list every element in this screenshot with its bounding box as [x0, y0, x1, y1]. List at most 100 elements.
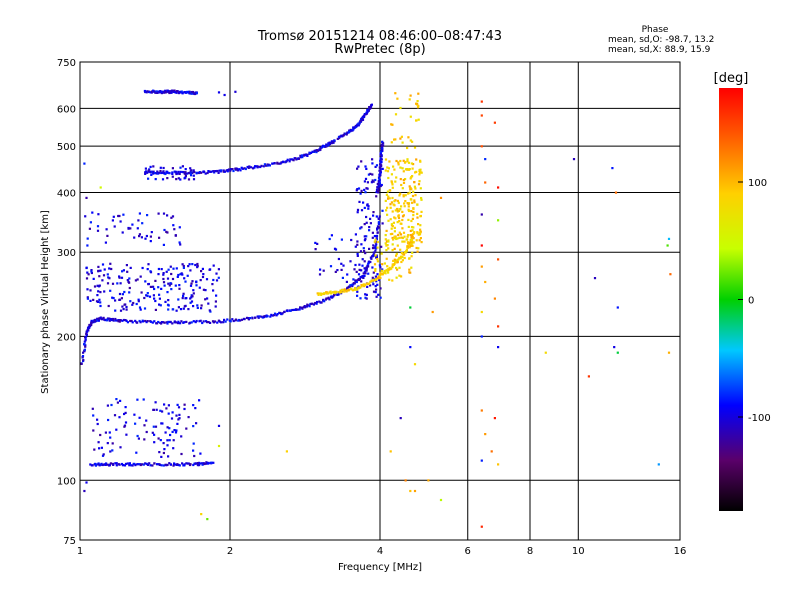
echo-point [365, 221, 368, 224]
echo-point [165, 321, 168, 324]
echo-point [365, 268, 368, 271]
echo-point [391, 123, 394, 126]
echo-point [389, 206, 392, 209]
echo-point [165, 270, 168, 273]
echo-point [184, 172, 187, 175]
echo-point [376, 225, 380, 228]
echo-point [217, 171, 220, 174]
echo-point [192, 305, 195, 308]
echo-point [222, 170, 225, 173]
echo-point [262, 165, 265, 168]
echo-point [375, 243, 378, 246]
echo-point [86, 244, 89, 247]
echo-point [416, 250, 419, 253]
echo-point [168, 90, 171, 93]
echo-point [116, 282, 119, 285]
echo-point [136, 434, 139, 438]
echo-point [159, 409, 162, 412]
echo-point [206, 518, 209, 521]
echo-point [379, 184, 382, 188]
echo-point [115, 462, 118, 465]
echo-point [119, 282, 122, 285]
echo-point [311, 302, 314, 305]
echo-point [204, 172, 207, 175]
echo-point [390, 267, 393, 270]
echo-point [204, 298, 207, 301]
echo-point [330, 292, 333, 295]
echo-point [297, 308, 300, 311]
echo-point [162, 166, 165, 170]
echo-point [206, 171, 209, 175]
echo-point [247, 318, 250, 321]
echo-point [131, 303, 134, 306]
echo-point [150, 173, 153, 176]
echo-point [415, 158, 418, 161]
echo-point [351, 284, 354, 288]
echo-point [419, 215, 422, 218]
echo-point [413, 199, 416, 202]
echo-point [149, 285, 152, 288]
echo-point [160, 322, 163, 325]
echo-point [184, 175, 187, 178]
echo-point [362, 272, 365, 275]
echo-point [89, 299, 92, 302]
echo-point [182, 264, 185, 268]
echo-point [143, 296, 146, 300]
echo-point [395, 237, 398, 241]
echo-point [415, 239, 418, 242]
echo-point [370, 257, 373, 260]
phase-info-x: mean, sd,X: 88.9, 15.9 [608, 45, 711, 55]
echo-point [171, 215, 175, 218]
echo-point [126, 270, 129, 273]
echo-point [166, 170, 169, 173]
echo-point [336, 137, 339, 140]
echo-point [402, 181, 406, 184]
echo-point [96, 229, 100, 232]
echo-point [372, 214, 375, 217]
echo-point [145, 234, 148, 238]
echo-point [125, 433, 128, 436]
echo-point [410, 226, 414, 229]
echo-point [183, 407, 186, 411]
echo-point [252, 167, 255, 170]
echo-point [226, 169, 229, 172]
echo-point [377, 222, 380, 225]
echo-point [362, 276, 365, 279]
echo-point [140, 291, 143, 294]
echo-point [361, 258, 364, 261]
echo-point [420, 197, 423, 200]
echo-point [378, 173, 381, 176]
echo-point [365, 167, 368, 170]
echo-point [99, 269, 102, 272]
echo-point [356, 288, 359, 291]
echo-point [377, 180, 380, 183]
echo-point [369, 172, 372, 175]
echo-point [141, 463, 144, 466]
echo-point [143, 438, 146, 441]
echo-point [98, 275, 101, 278]
echo-point [160, 321, 164, 324]
echo-point [198, 320, 201, 323]
echo-point [139, 275, 142, 278]
echo-point [161, 171, 165, 174]
echo-point [389, 218, 392, 221]
echo-point [195, 92, 198, 95]
echo-point [125, 319, 128, 322]
echo-point [322, 298, 325, 301]
echo-point [400, 205, 403, 208]
echo-point [118, 416, 121, 419]
echo-point [146, 294, 149, 298]
echo-point [84, 338, 87, 341]
echo-point [155, 90, 158, 93]
grid-lines [80, 62, 680, 540]
echo-point [179, 322, 182, 325]
echo-point [167, 308, 170, 311]
echo-point [402, 159, 405, 162]
echo-point [401, 218, 404, 222]
echo-point [157, 273, 160, 276]
echo-point [616, 306, 619, 309]
echo-point [115, 428, 118, 431]
echo-point [201, 275, 205, 279]
echo-point [666, 244, 669, 247]
echo-point [194, 263, 197, 267]
